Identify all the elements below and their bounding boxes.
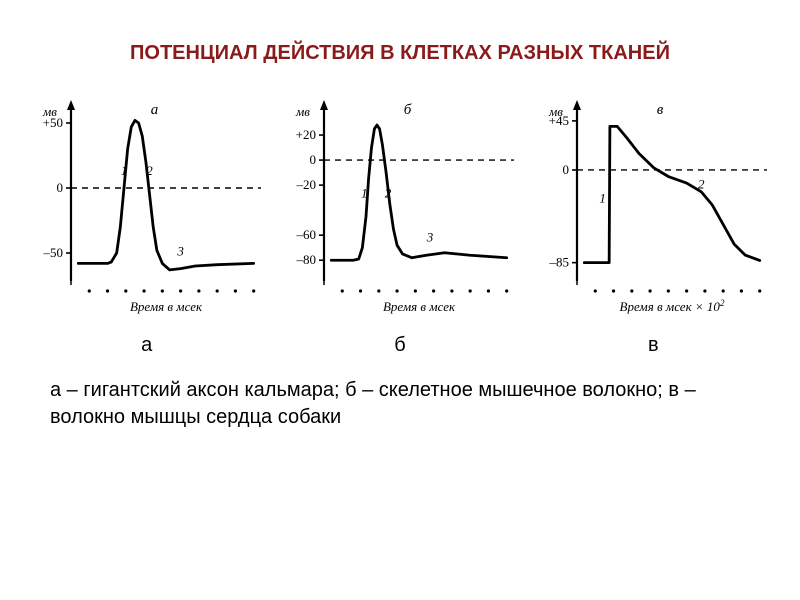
svg-text:2: 2 xyxy=(146,163,153,178)
panel-letter-c: в xyxy=(533,334,773,357)
chart-a: –500+50мва123Время в мсек xyxy=(27,96,267,326)
svg-text:в: в xyxy=(657,102,664,118)
svg-text:3: 3 xyxy=(176,244,184,259)
svg-text:3: 3 xyxy=(426,229,434,244)
svg-text:Время в мсек: Время в мсек xyxy=(383,299,456,314)
page-title: ПОТЕНЦИАЛ ДЕЙСТВИЯ В КЛЕТКАХ РАЗНЫХ ТКАН… xyxy=(0,0,800,76)
svg-text:б: б xyxy=(404,102,412,118)
svg-text:+20: +20 xyxy=(296,127,316,142)
chart-b: –80 –60 –20 0 +20 мв б 1 2 3 Время в мсек xyxy=(280,96,520,326)
svg-text:–50: –50 xyxy=(42,245,63,260)
charts-row: –500+50мва123Время в мсек –80–60–200+20м… xyxy=(0,76,800,326)
svg-text:а: а xyxy=(150,102,158,118)
svg-text:мв: мв xyxy=(548,104,563,119)
panel-letters-row: а б в xyxy=(0,326,800,367)
svg-text:Время в мсек × 102: Время в мсек × 102 xyxy=(620,298,725,314)
svg-text:–80: –80 xyxy=(295,252,316,267)
svg-text:мв: мв xyxy=(42,104,57,119)
svg-text:–60: –60 xyxy=(295,227,316,242)
svg-text:мв: мв xyxy=(295,104,310,119)
svg-text:0: 0 xyxy=(563,162,570,177)
panel-letter-b: б xyxy=(280,334,520,357)
svg-text:0: 0 xyxy=(56,180,63,195)
svg-text:–20: –20 xyxy=(295,177,316,192)
caption-text: а – гигантский аксон кальмара; б – скеле… xyxy=(0,367,800,431)
panel-letter-a: а xyxy=(27,334,267,357)
svg-text:2: 2 xyxy=(385,186,392,201)
svg-text:0: 0 xyxy=(309,152,316,167)
svg-text:1: 1 xyxy=(120,163,127,178)
svg-text:1: 1 xyxy=(600,191,607,206)
svg-text:2: 2 xyxy=(698,177,705,192)
svg-text:Время в мсек: Время в мсек xyxy=(130,299,203,314)
chart-c: –850+45мвв12Время в мсек × 102 xyxy=(533,96,773,326)
svg-text:1: 1 xyxy=(361,186,368,201)
svg-text:–85: –85 xyxy=(549,255,570,270)
